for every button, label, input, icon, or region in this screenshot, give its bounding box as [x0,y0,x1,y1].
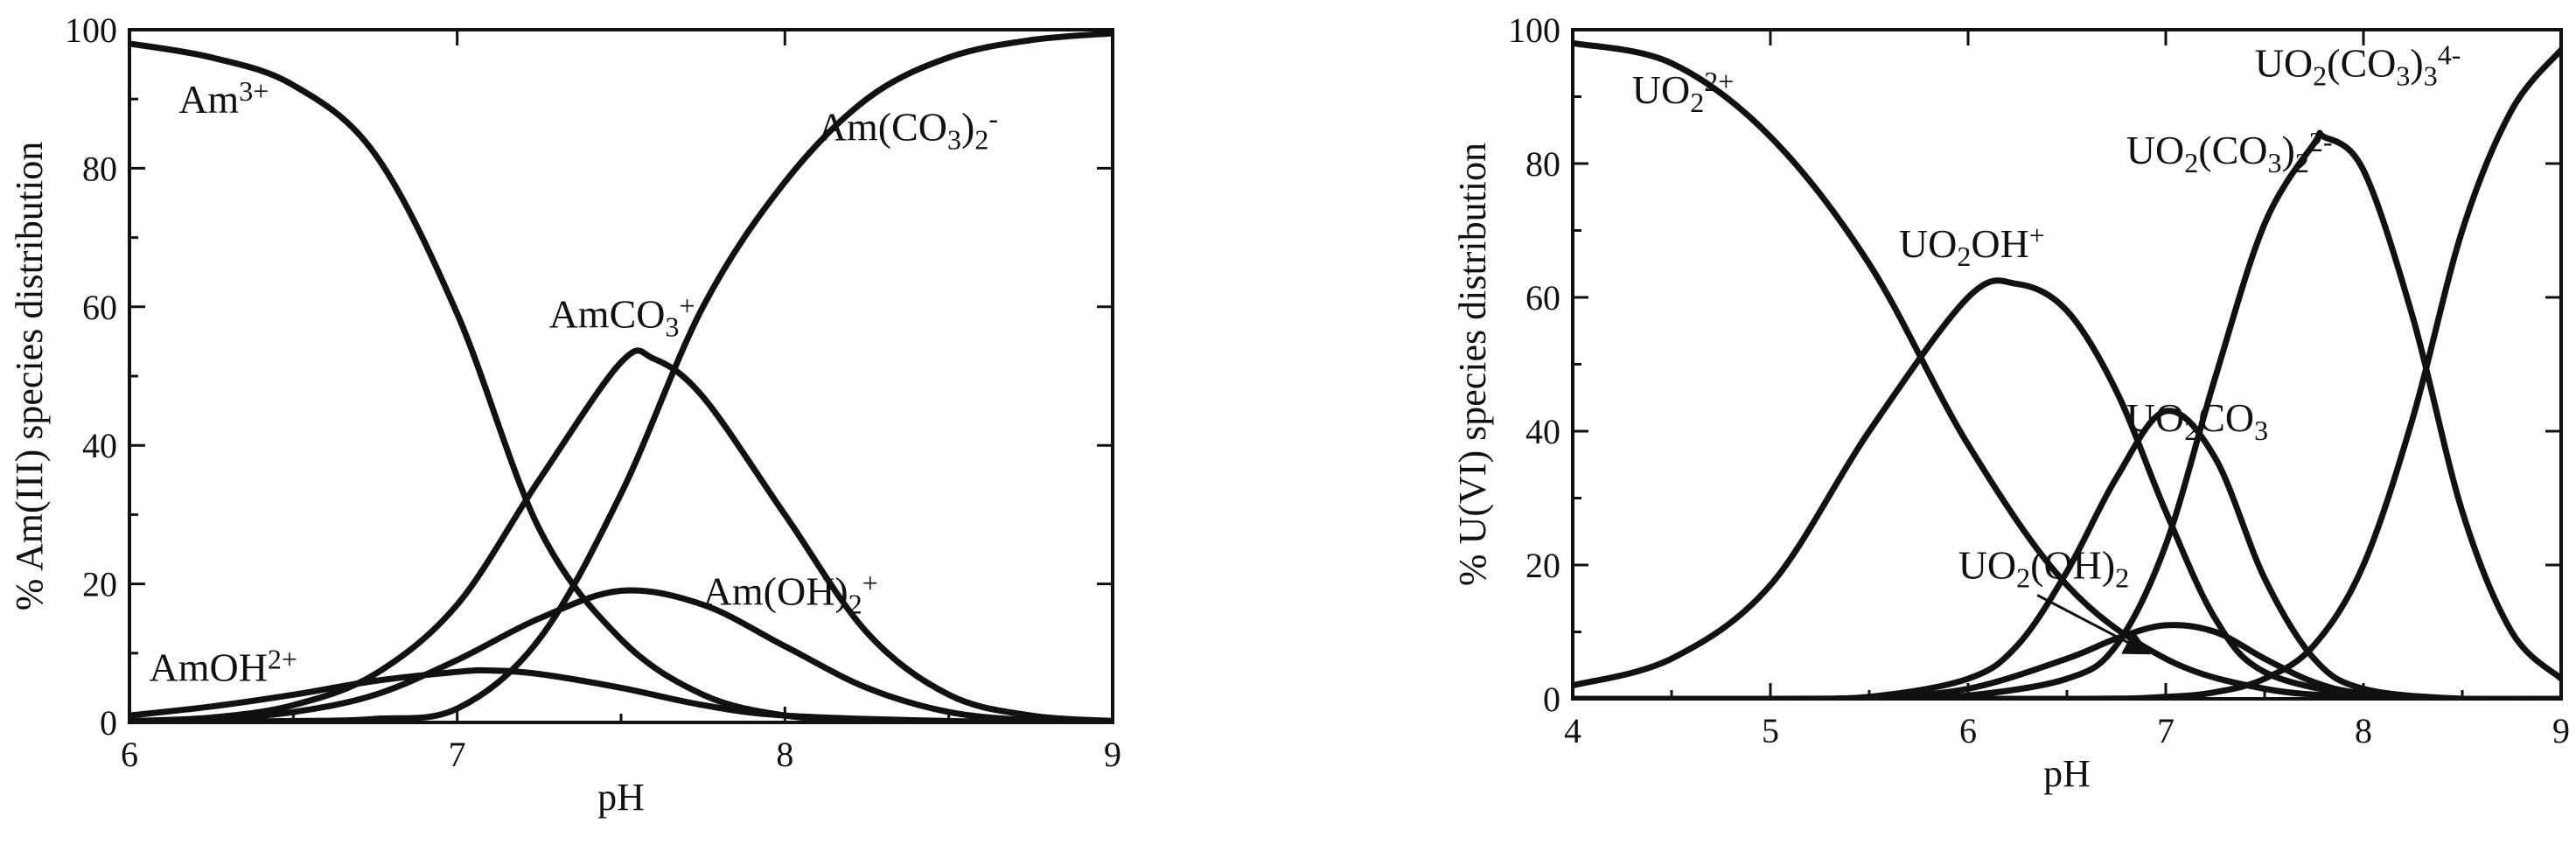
series-line-2-2 [1573,277,2561,699]
x-tick-label: 6 [1959,711,1977,750]
y-tick-label: 100 [65,10,117,50]
species-label: UO22+ [1632,66,1735,118]
x-tick-label: 8 [2355,711,2372,750]
y-tick-label: 100 [1508,10,1560,50]
plot-frame [1571,28,2563,701]
y-tick-label: 80 [82,149,117,188]
y-tick-label: 60 [82,288,117,327]
series-line-2-6 [1573,46,2561,699]
y-axis-label: % U(VI) species distribution [1451,143,1494,586]
species-label: Am(CO3)2- [818,102,998,155]
chart-panel-2: 4 5 6 7 8 9 0 20 40 60 80 100 pH % U(VI) species dist… [1451,10,2570,795]
x-tick-label: 7 [2157,711,2175,750]
y-tick-label: 40 [82,426,117,465]
series-line-1-2 [129,666,1113,722]
species-label: UO2(OH)2 [1958,542,2130,593]
x-tick-label: 9 [1104,735,1121,774]
x-tick-label: 8 [776,735,793,774]
series-line-1-4 [129,587,1113,722]
x-axis-label: pH [2043,752,2091,795]
y-tick-label: 20 [82,565,117,604]
y-tick-label: 20 [1525,546,1560,585]
species-label: AmOH2+ [149,643,297,689]
chart-panel-1: 6 7 8 9 0 20 40 60 80 100 pH % Am(III) species dist… [8,10,1121,819]
species-label: UO2(CO3)22- [2126,126,2333,178]
species-label: UO2OH+ [1899,220,2045,272]
y-tick-label: 60 [1525,278,1560,317]
x-axis-label: pH [597,776,645,819]
species-label: Am3+ [178,75,269,122]
species-label: UO2(CO3)34- [2255,38,2461,91]
y-tick-label: 80 [1525,144,1560,184]
y-tick-label: 0 [100,703,117,743]
y-axis-label: % Am(III) species distribution [8,142,51,610]
species-label: UO2CO3 [2126,395,2268,446]
y-tick-label: 0 [1543,680,1560,719]
x-tick-label: 9 [2552,711,2570,750]
series-line-2-3 [1573,622,2561,699]
x-tick-label: 5 [1762,711,1779,750]
series-line-1-3 [129,347,1113,722]
species-label: Am(OH)2+ [703,567,878,619]
x-tick-label: 4 [1564,711,1581,750]
species-label: AmCO3+ [549,289,695,342]
series-line-1-5 [129,30,1113,722]
x-tick-label: 7 [449,735,466,774]
y-tick-label: 40 [1525,412,1560,451]
annotation-arrow [2036,594,2151,655]
x-tick-label: 6 [121,735,138,774]
series-line-2-1 [1573,39,2561,699]
